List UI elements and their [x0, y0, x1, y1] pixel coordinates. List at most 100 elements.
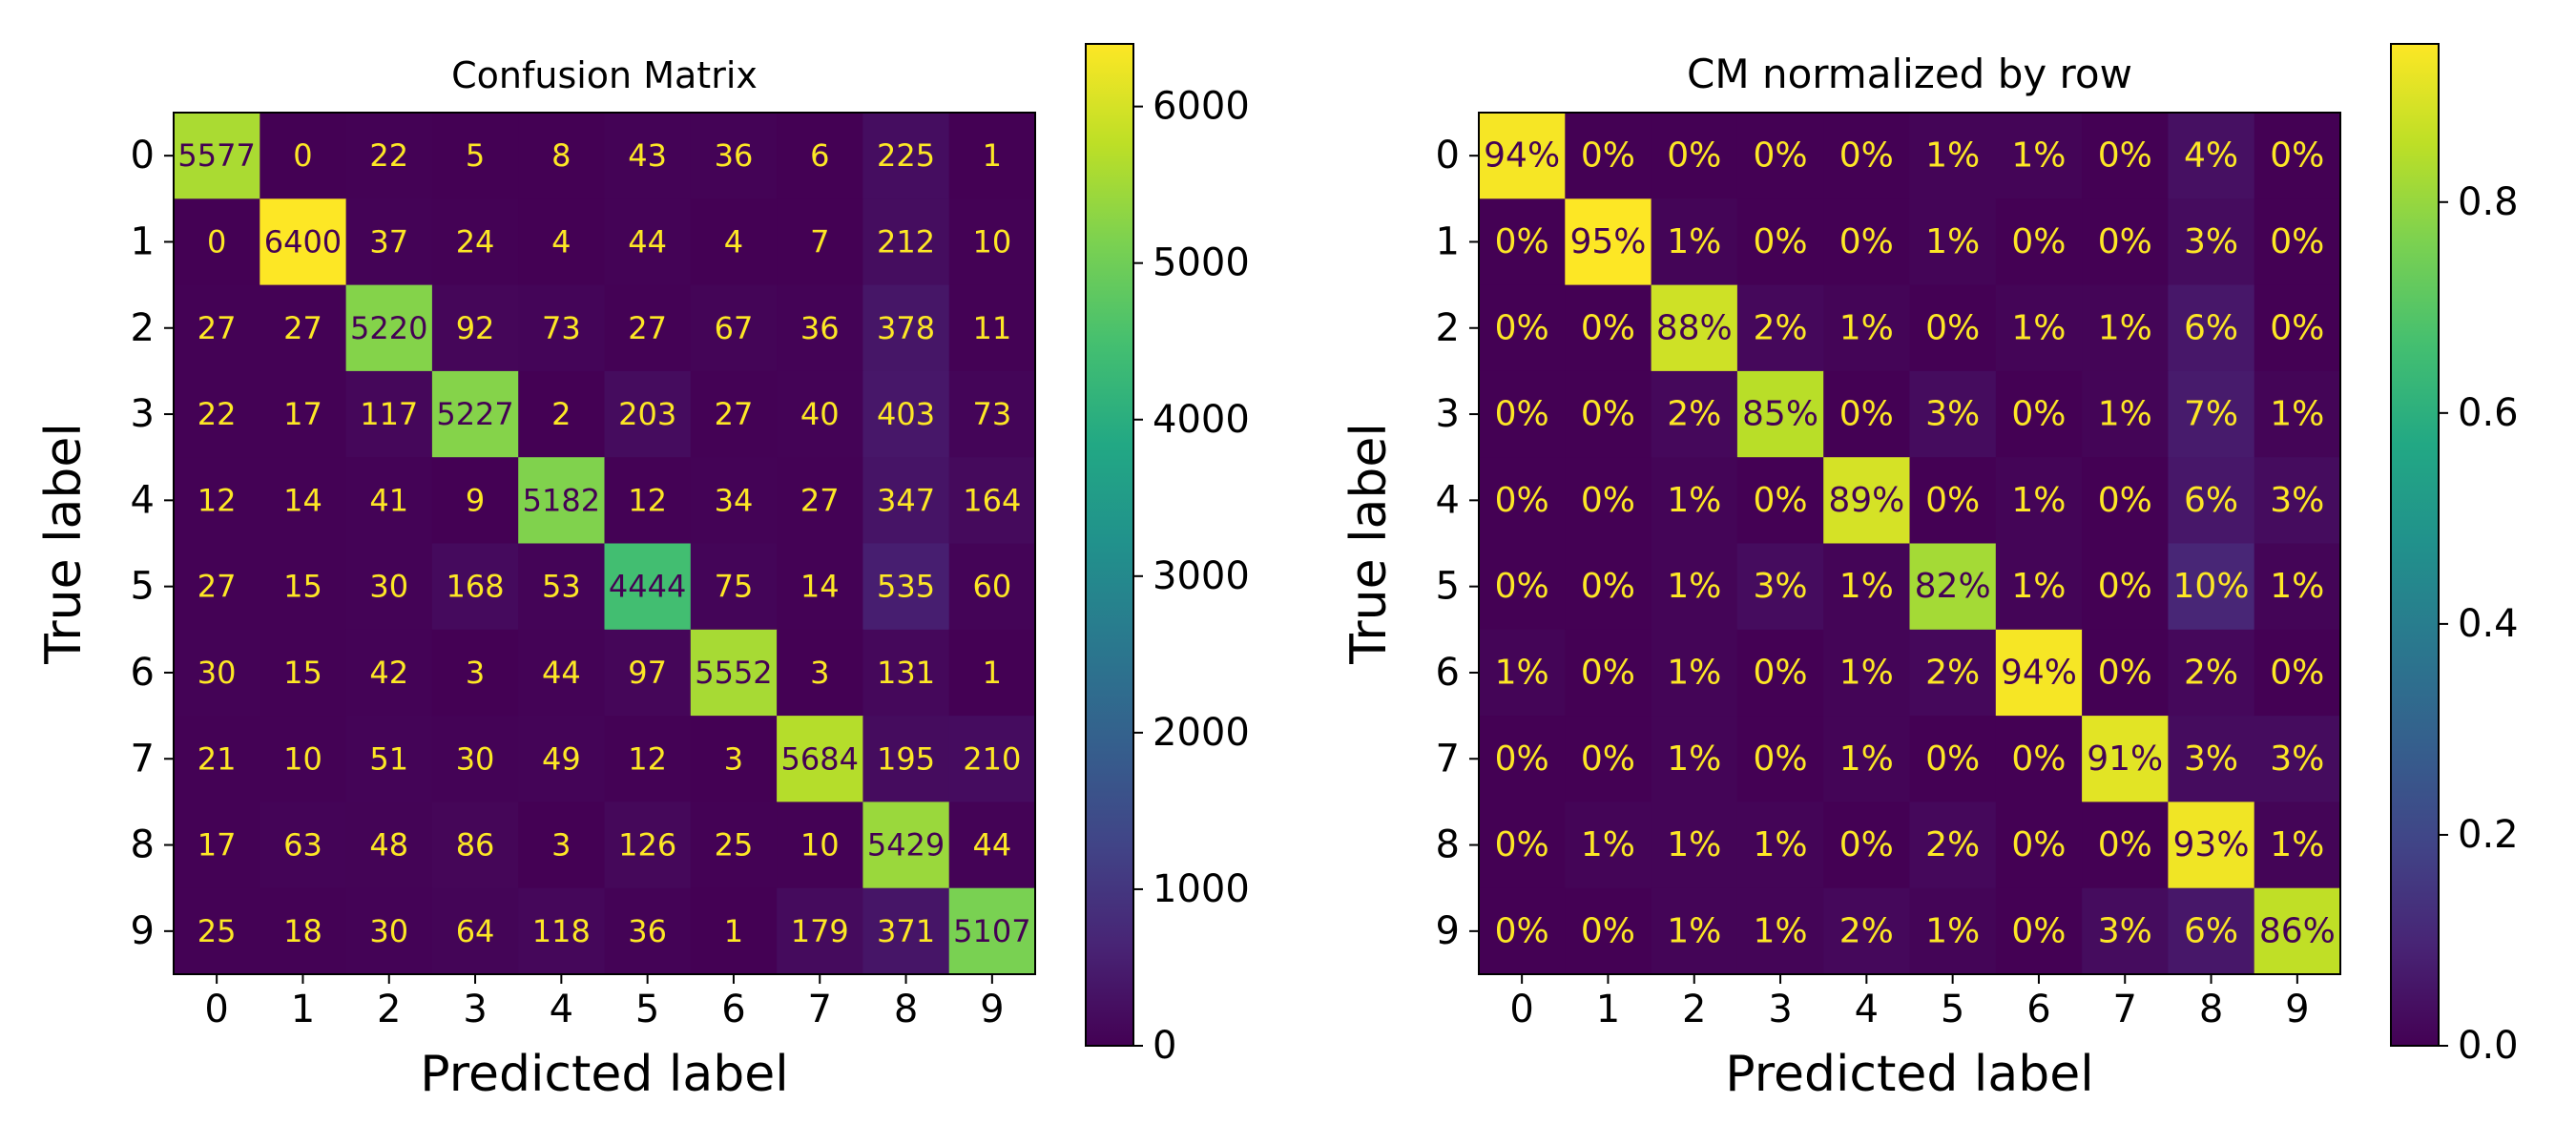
heatmap-cell	[1995, 543, 2083, 631]
heatmap-cell	[2254, 543, 2341, 631]
heatmap-cell	[1823, 887, 1911, 975]
heatmap-cell	[862, 113, 950, 199]
heatmap-cell	[2082, 802, 2169, 889]
cell-value-label: 1%	[1839, 739, 1894, 779]
cell-value-label: 85%	[1742, 395, 1818, 434]
cell-value-label: 2%	[1667, 395, 1721, 434]
cell-value-label: 1%	[1667, 911, 1721, 950]
heatmap-cell	[1736, 716, 1824, 802]
heatmap-cell	[1479, 887, 1566, 975]
x-tick-label: 1	[1596, 988, 1620, 1031]
heatmap-cell	[948, 457, 1036, 545]
cell-value-label: 403	[877, 396, 935, 432]
cell-value-label: 0%	[1753, 222, 1807, 261]
heatmap-cell	[431, 887, 519, 975]
heatmap-cell	[1823, 113, 1911, 199]
heatmap-cell	[1651, 284, 1738, 372]
heatmap-cell	[174, 629, 260, 717]
heatmap-cell	[1565, 370, 1652, 458]
cell-value-label: 73	[542, 310, 581, 346]
cell-value-label: 1	[983, 655, 1002, 691]
heatmap-cell	[2082, 629, 2169, 717]
cell-value-label: 27	[197, 569, 237, 605]
cell-value-label: 7%	[2184, 395, 2238, 434]
cell-value-label: 0%	[2270, 222, 2324, 261]
cell-value-label: 0%	[1581, 653, 1635, 692]
heatmap-cell	[604, 716, 692, 802]
heatmap-cell	[518, 887, 606, 975]
cell-value-label: 1%	[2270, 567, 2324, 606]
cell-value-label: 164	[963, 482, 1021, 518]
cell-value-label: 3%	[2270, 481, 2324, 520]
cell-value-label: 44	[542, 655, 581, 691]
heatmap-cell	[777, 543, 863, 631]
heatmap-cell	[2254, 370, 2341, 458]
heatmap-cell	[345, 113, 433, 199]
cell-value-label: 2%	[1925, 825, 1980, 864]
heatmap-cell	[862, 887, 950, 975]
heatmap-cell	[948, 887, 1036, 975]
heatmap-cell	[1565, 543, 1652, 631]
heatmap-cell	[2168, 629, 2255, 717]
x-tick-label: 1	[291, 988, 315, 1031]
heatmap-cell	[1823, 284, 1911, 372]
heatmap-cell	[1479, 198, 1566, 286]
heatmap-cell	[1909, 113, 1997, 199]
heatmap-cell	[1823, 198, 1911, 286]
cell-value-label: 82%	[1915, 567, 1991, 606]
cell-value-label: 5684	[781, 740, 859, 777]
y-tick-label: 2	[1436, 306, 1460, 350]
x-tick-label: 9	[2285, 988, 2309, 1031]
cell-value-label: 0	[207, 223, 226, 260]
y-tick-label: 9	[1436, 909, 1460, 953]
cell-value-label: 22	[369, 137, 408, 174]
cell-value-label: 0%	[1667, 136, 1721, 176]
cell-value-label: 0%	[1495, 481, 1549, 520]
x-tick-label: 4	[550, 988, 573, 1031]
cell-value-label: 6%	[2184, 308, 2238, 347]
y-tick-label: 1	[131, 219, 155, 263]
cell-value-label: 347	[877, 482, 935, 518]
heatmap-cell	[777, 457, 863, 545]
y-tick-label: 8	[131, 823, 155, 867]
cell-value-label: 14	[800, 569, 840, 605]
heatmap-cell	[345, 802, 433, 889]
cell-value-label: 37	[369, 223, 408, 260]
cell-value-label: 30	[369, 569, 408, 605]
cell-value-label: 11	[972, 310, 1011, 346]
heatmap-cell	[431, 716, 519, 802]
y-tick-label: 4	[1436, 478, 1460, 522]
cell-value-label: 89%	[1828, 481, 1904, 520]
heatmap-cell	[1909, 802, 1997, 889]
heatmap-cell	[1479, 802, 1566, 889]
cell-value-label: 0%	[1839, 222, 1894, 261]
heatmap-cell	[174, 543, 260, 631]
heatmap-cell	[604, 284, 692, 372]
cell-value-label: 27	[197, 310, 237, 346]
cell-value-label: 535	[877, 569, 935, 605]
heatmap-cell	[1823, 802, 1911, 889]
cell-value-label: 1%	[1667, 481, 1721, 520]
x-tick-label: 5	[1941, 988, 1964, 1031]
heatmap-cell	[690, 716, 778, 802]
heatmap-cell	[174, 198, 260, 286]
heatmap-cell	[260, 370, 347, 458]
heatmap-cell	[2168, 802, 2255, 889]
cell-value-label: 117	[360, 396, 418, 432]
heatmap-cell	[2082, 716, 2169, 802]
y-tick-label: 7	[131, 737, 155, 781]
heatmap-cell	[174, 284, 260, 372]
heatmap-cell	[2254, 802, 2341, 889]
x-tick-label: 8	[894, 988, 918, 1031]
y-tick-label: 8	[1436, 823, 1460, 867]
heatmap-cell	[260, 802, 347, 889]
cell-value-label: 0%	[1581, 739, 1635, 779]
cell-value-label: 1%	[2011, 308, 2066, 347]
heatmap-cell	[862, 802, 950, 889]
axes-frame	[173, 112, 1036, 975]
heatmap-cell	[1995, 198, 2083, 286]
colorbar-tick-label: 1000	[1153, 867, 1250, 911]
heatmap-cell	[1565, 284, 1652, 372]
heatmap-cell	[345, 629, 433, 717]
